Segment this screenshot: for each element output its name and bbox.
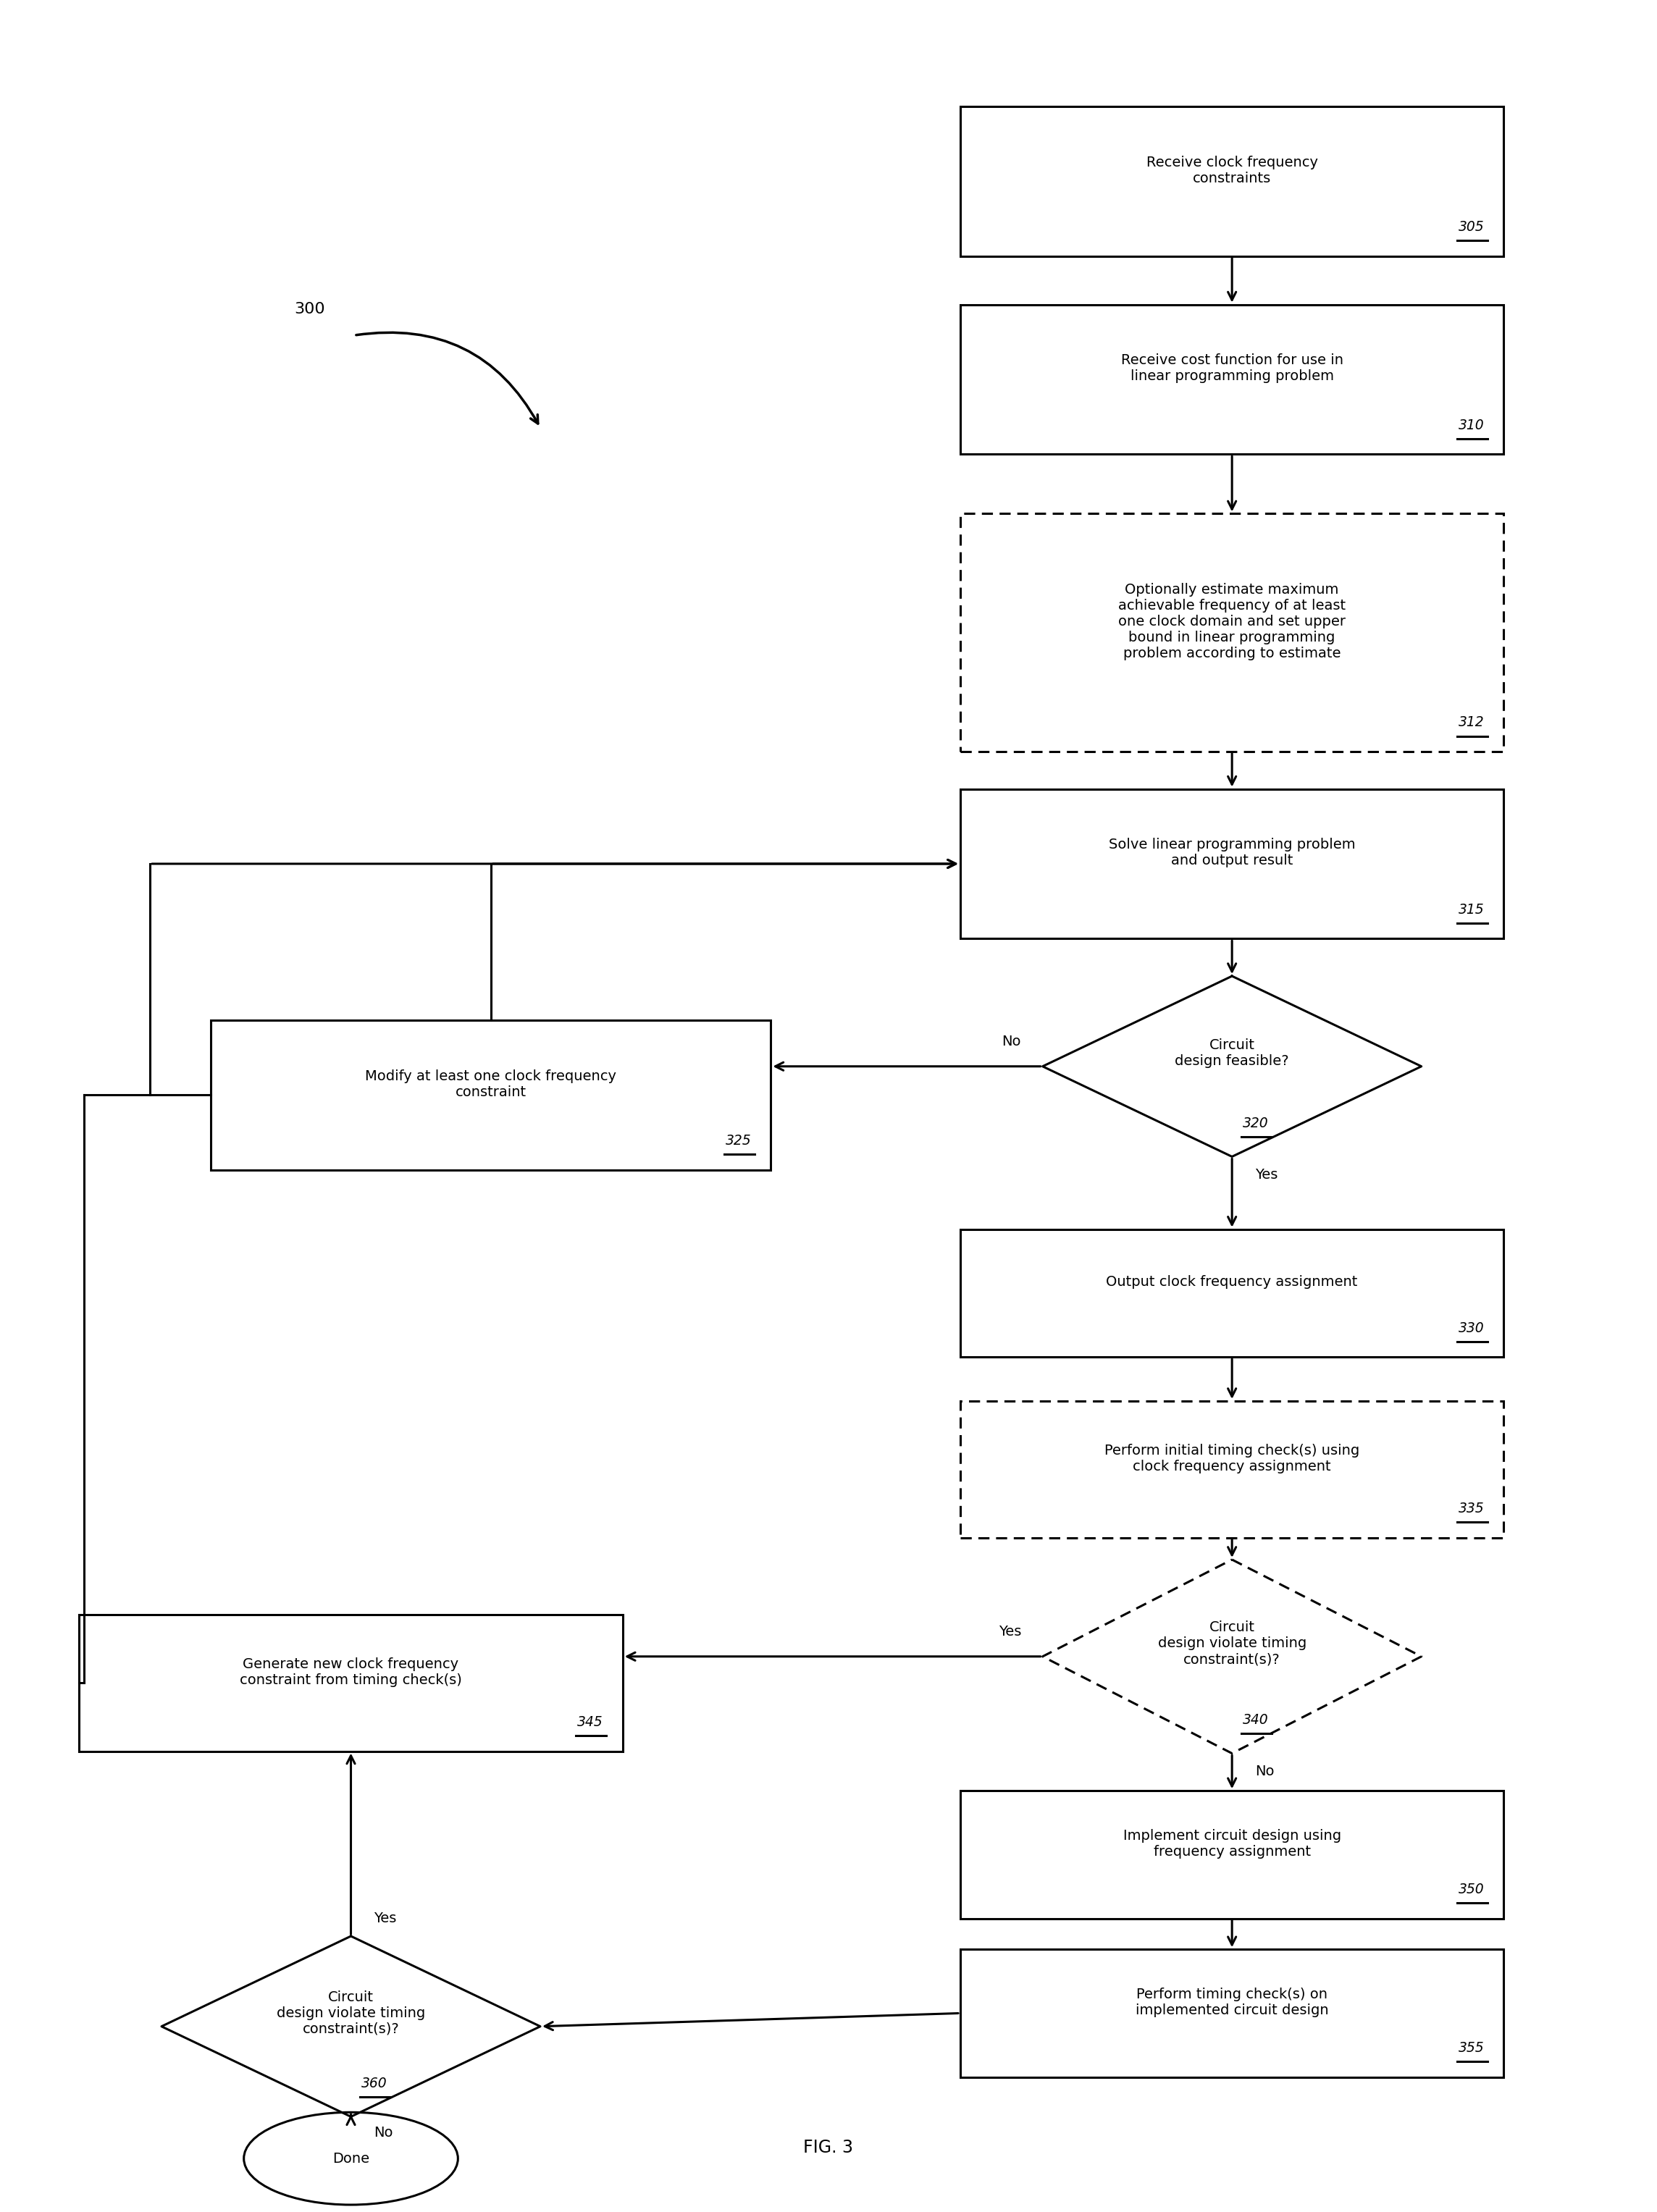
Bar — [961, 790, 1505, 938]
Text: FIG. 3: FIG. 3 — [804, 2139, 853, 2157]
Text: 310: 310 — [1458, 418, 1485, 431]
Text: 312: 312 — [1458, 717, 1485, 730]
Text: Generate new clock frequency
constraint from timing check(s): Generate new clock frequency constraint … — [240, 1657, 462, 1688]
Text: Yes: Yes — [999, 1626, 1021, 1639]
Text: Modify at least one clock frequency
constraint: Modify at least one clock frequency cons… — [365, 1068, 616, 1099]
Text: Receive clock frequency
constraints: Receive clock frequency constraints — [1147, 155, 1317, 186]
Bar — [961, 513, 1505, 752]
Bar — [961, 1400, 1505, 1537]
Text: Output clock frequency assignment: Output clock frequency assignment — [1107, 1276, 1357, 1290]
Text: Optionally estimate maximum
achievable frequency of at least
one clock domain an: Optionally estimate maximum achievable f… — [1118, 582, 1345, 661]
Text: No: No — [1254, 1765, 1274, 1778]
Text: Yes: Yes — [374, 1911, 396, 1924]
Bar — [80, 1615, 623, 1752]
Bar — [210, 1020, 771, 1170]
Text: 355: 355 — [1458, 2042, 1485, 2055]
Text: Circuit
design violate timing
constraint(s)?: Circuit design violate timing constraint… — [277, 1991, 426, 2035]
Text: Circuit
design violate timing
constraint(s)?: Circuit design violate timing constraint… — [1158, 1621, 1306, 1666]
Text: 360: 360 — [361, 2077, 388, 2090]
Text: Receive cost function for use in
linear programming problem: Receive cost function for use in linear … — [1120, 354, 1344, 383]
Text: 350: 350 — [1458, 1882, 1485, 1896]
Text: Yes: Yes — [1254, 1168, 1278, 1181]
Bar — [961, 305, 1505, 453]
Text: 300: 300 — [295, 301, 325, 316]
Text: Done: Done — [333, 2152, 370, 2166]
Bar — [961, 106, 1505, 257]
Text: 325: 325 — [726, 1135, 751, 1148]
Text: No: No — [374, 2126, 393, 2139]
Text: 320: 320 — [1243, 1117, 1268, 1130]
Bar — [961, 1949, 1505, 2077]
Text: 345: 345 — [577, 1714, 603, 1730]
Text: 340: 340 — [1243, 1712, 1268, 1728]
Text: 330: 330 — [1458, 1321, 1485, 1336]
Text: 305: 305 — [1458, 221, 1485, 234]
Text: 315: 315 — [1458, 902, 1485, 916]
Bar — [961, 1792, 1505, 1918]
Text: Perform initial timing check(s) using
clock frequency assignment: Perform initial timing check(s) using cl… — [1105, 1444, 1359, 1473]
Text: No: No — [1002, 1035, 1021, 1048]
Bar — [961, 1230, 1505, 1356]
Text: Solve linear programming problem
and output result: Solve linear programming problem and out… — [1109, 838, 1355, 867]
Text: Circuit
design feasible?: Circuit design feasible? — [1175, 1037, 1289, 1068]
Text: Implement circuit design using
frequency assignment: Implement circuit design using frequency… — [1123, 1829, 1341, 1858]
Text: Perform timing check(s) on
implemented circuit design: Perform timing check(s) on implemented c… — [1135, 1986, 1329, 2017]
Text: 335: 335 — [1458, 1502, 1485, 1515]
